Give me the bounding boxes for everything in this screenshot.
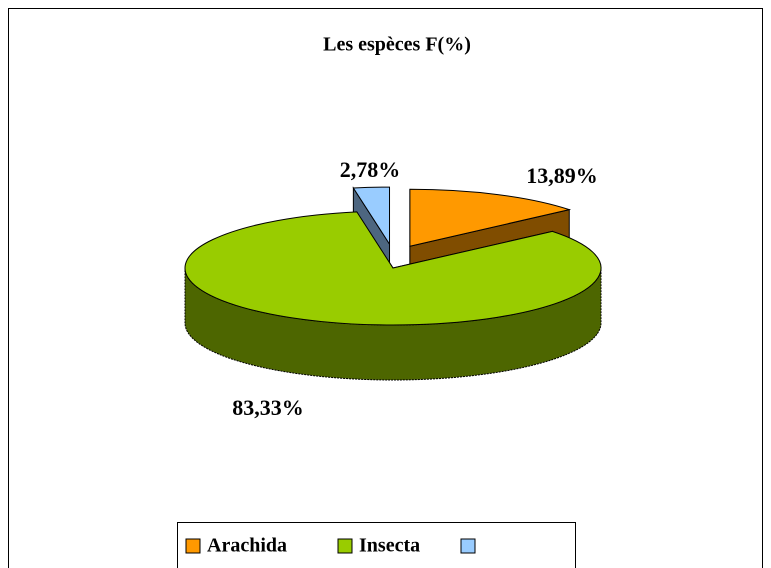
legend-label: Arachida (207, 535, 287, 557)
data-label: 13,89% (526, 163, 598, 188)
legend-box (177, 522, 576, 568)
slice (409, 188, 572, 247)
data-label: 83,33% (232, 395, 304, 420)
legend-swatch (185, 538, 201, 554)
slice (352, 186, 391, 246)
legend-label: Insecta (359, 535, 420, 557)
legend-swatch (337, 538, 353, 554)
slice (184, 211, 602, 326)
legend-swatch (460, 538, 476, 554)
chart-title: Les espèces F(%) (323, 34, 471, 56)
slice-tops (184, 186, 602, 326)
data-label: 2,78% (340, 157, 401, 182)
